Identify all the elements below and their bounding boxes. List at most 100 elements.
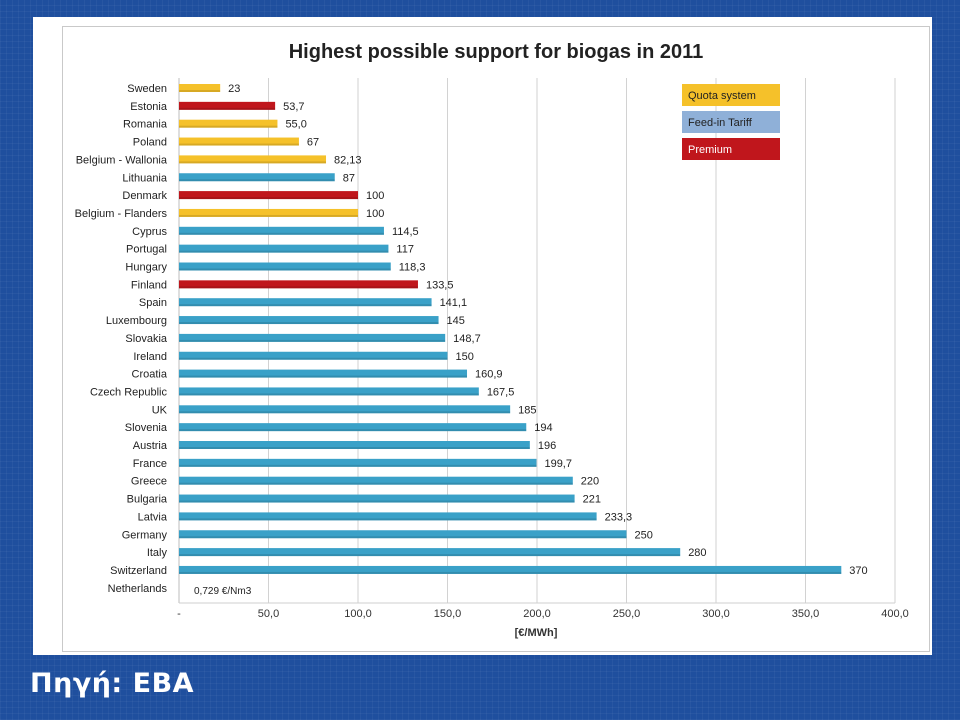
category-label: Sweden <box>127 83 167 95</box>
category-label: Luxembourg <box>106 315 167 327</box>
legend-swatch-quota <box>682 84 780 106</box>
bar <box>179 119 278 128</box>
x-axis-label: [€/MWh] <box>515 627 558 639</box>
legend-label-fit: Feed-in Tariff <box>688 117 753 129</box>
bar-shade <box>179 161 327 164</box>
value-label: 199,7 <box>544 458 572 470</box>
source-label: Πηγή: EBA <box>30 668 195 699</box>
value-label: 194 <box>534 422 552 434</box>
value-label: 370 <box>849 565 867 577</box>
bar-shade <box>179 286 418 289</box>
value-label: 150 <box>456 351 474 363</box>
value-label: 100 <box>366 190 384 202</box>
value-label: 221 <box>583 494 601 506</box>
value-label: 250 <box>635 529 653 541</box>
bar-shade <box>179 518 597 521</box>
bar-shade <box>179 554 681 557</box>
category-label: Belgium - Flanders <box>75 208 168 220</box>
x-tick-label: 350,0 <box>792 608 820 620</box>
x-tick-label: 100,0 <box>344 608 372 620</box>
category-label: Greece <box>131 476 167 488</box>
category-label: Poland <box>133 137 167 149</box>
category-label: Estonia <box>130 101 168 113</box>
bar <box>179 316 439 325</box>
bar <box>179 101 276 110</box>
value-label: 220 <box>581 476 599 488</box>
value-label: 233,3 <box>605 511 633 523</box>
bar-shade <box>179 125 278 128</box>
bar-shade <box>179 411 511 414</box>
category-label: Hungary <box>125 262 167 274</box>
bar <box>179 84 221 92</box>
bar <box>179 423 527 432</box>
bar <box>179 476 573 485</box>
chart-title: Highest possible support for biogas in 2… <box>289 41 704 63</box>
bar <box>179 548 681 557</box>
value-label: 114,5 <box>392 226 419 238</box>
bar <box>179 208 358 217</box>
legend-label-premium: Premium <box>688 144 732 156</box>
value-label: 280 <box>688 547 706 559</box>
category-label: Austria <box>133 440 168 452</box>
category-label: Ireland <box>133 351 167 363</box>
bar <box>179 369 468 378</box>
x-tick-label: 250,0 <box>613 608 641 620</box>
bar-shade <box>179 107 276 110</box>
legend-swatch-premium <box>682 138 780 160</box>
bar <box>179 155 327 164</box>
bar-shade <box>179 571 842 574</box>
x-tick-label: 150,0 <box>434 608 462 620</box>
category-label: Latvia <box>138 511 168 523</box>
bars-group <box>179 84 842 574</box>
category-label: Portugal <box>126 244 167 256</box>
bar-shade <box>179 322 439 325</box>
legend-swatch-fit <box>682 111 780 133</box>
legend: Quota system Feed-in Tariff Premium <box>682 84 780 160</box>
value-label: 117 <box>396 244 414 256</box>
bar <box>179 387 479 396</box>
category-label: Czech Republic <box>90 386 168 398</box>
bar-shade <box>179 447 530 449</box>
value-label: 185 <box>518 404 536 416</box>
category-label: Lithuania <box>122 172 168 184</box>
value-label: 0,729 €/Nm3 <box>194 586 252 597</box>
value-label: 133,5 <box>426 279 454 291</box>
bar <box>179 441 530 449</box>
value-label: 141,1 <box>440 297 468 309</box>
bar <box>179 191 358 200</box>
bar <box>179 565 842 574</box>
bar <box>179 405 511 414</box>
category-label: Belgium - Wallonia <box>76 154 168 166</box>
category-label: Switzerland <box>110 565 167 577</box>
bar-shade <box>179 232 384 235</box>
bar-shade <box>179 339 446 342</box>
category-label: Romania <box>123 119 168 131</box>
value-label: 67 <box>307 137 319 149</box>
bar-shade <box>179 197 358 200</box>
bar-shade <box>179 90 221 92</box>
category-label: Finland <box>131 279 167 291</box>
bar-shade <box>179 536 627 539</box>
value-labels: 23 53,7 55,067 82,13 87 100 100 114,5 117 118,313… <box>194 83 868 597</box>
value-label: 196 <box>538 440 556 452</box>
bar <box>179 262 391 271</box>
category-label: Croatia <box>132 369 168 381</box>
bar <box>179 173 335 182</box>
x-tick-label: 300,0 <box>702 608 730 620</box>
category-label: UK <box>152 404 168 416</box>
category-label: Germany <box>122 529 168 541</box>
bar-shade <box>179 482 573 485</box>
category-label: France <box>133 458 167 470</box>
value-label: 23 <box>228 83 240 95</box>
value-label: 87 <box>343 172 355 184</box>
bar <box>179 280 418 289</box>
x-tick-label: - <box>177 608 181 620</box>
value-label: 53,7 <box>283 101 304 113</box>
bar-shade <box>179 250 389 253</box>
value-label: 148,7 <box>453 333 481 345</box>
bar <box>179 244 389 253</box>
bar-shade <box>179 500 575 503</box>
category-label: Denmark <box>122 190 167 202</box>
value-label: 118,3 <box>399 262 426 274</box>
bar <box>179 351 448 360</box>
